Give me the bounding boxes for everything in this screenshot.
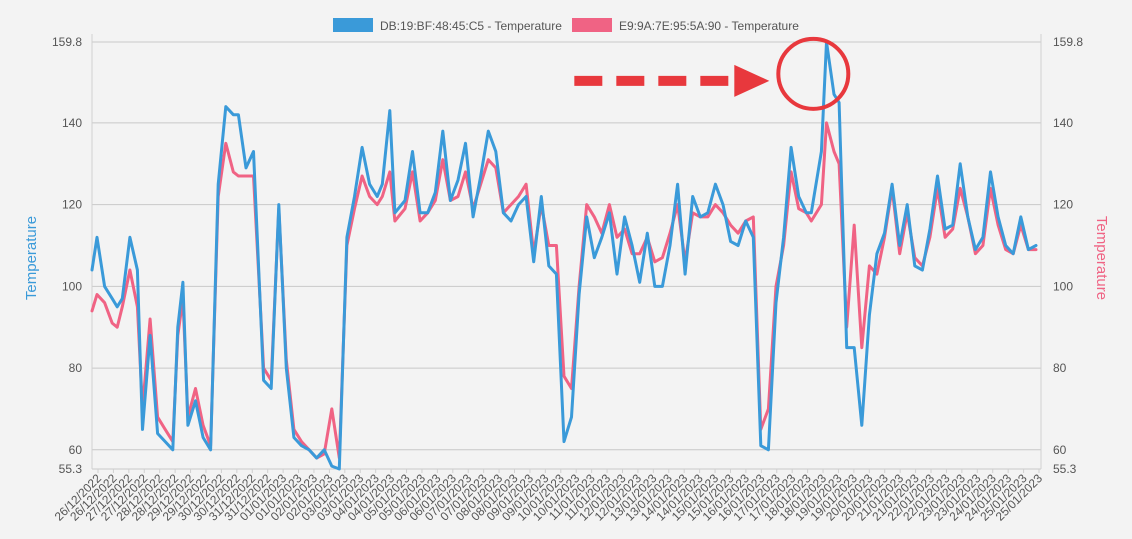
y-right-tick-label: 120 [1053,198,1073,212]
legend-label: DB:19:BF:48:45:C5 - Temperature [380,19,562,33]
y-right-tick-label: 60 [1053,443,1067,457]
series-line-0[interactable] [90,40,1038,471]
y-right-tick-label: 80 [1053,361,1067,375]
annotation-overlay [574,36,851,111]
legend-swatch [572,18,612,32]
y-right-tick-label: 100 [1053,279,1073,293]
highlight-circle [776,36,851,111]
y-right-tick-label: 140 [1053,116,1073,130]
y-right-tick-label: 55.3 [1053,462,1077,476]
series-line-1[interactable] [90,121,1038,460]
y-left-tick-label: 100 [62,279,82,293]
y-left-tick-label: 55.3 [59,462,83,476]
y-left-tick-label: 120 [62,198,82,212]
x-axis: 26/12/202226/12/202227/12/202227/12/2022… [52,469,1045,524]
y-right-tick-label: 159.8 [1053,35,1083,49]
y-left-tick-label: 80 [69,361,83,375]
legend-swatch [333,18,373,32]
y-axis-right-title: Temperature [1093,216,1110,300]
y-axis-left-title: Temperature [23,216,40,300]
legend[interactable]: DB:19:BF:48:45:C5 - Temperature E9:9A:7E:… [333,18,799,33]
legend-item-0[interactable]: DB:19:BF:48:45:C5 - Temperature [333,18,562,33]
y-axis-left: 55.3 60 80 100 120 140 159.8 [52,35,82,476]
y-left-tick-label: 159.8 [52,35,82,49]
y-axis-right: 55.3 60 80 100 120 140 159.8 [1053,35,1083,476]
arrow-head [734,64,770,97]
y-left-tick-label: 60 [69,443,83,457]
legend-label: E9:9A:7E:95:5A:90 - Temperature [619,19,799,33]
grid-lines [91,34,1042,470]
y-left-tick-label: 140 [62,116,82,130]
legend-item-1[interactable]: E9:9A:7E:95:5A:90 - Temperature [572,18,799,33]
series-lines [90,40,1038,471]
